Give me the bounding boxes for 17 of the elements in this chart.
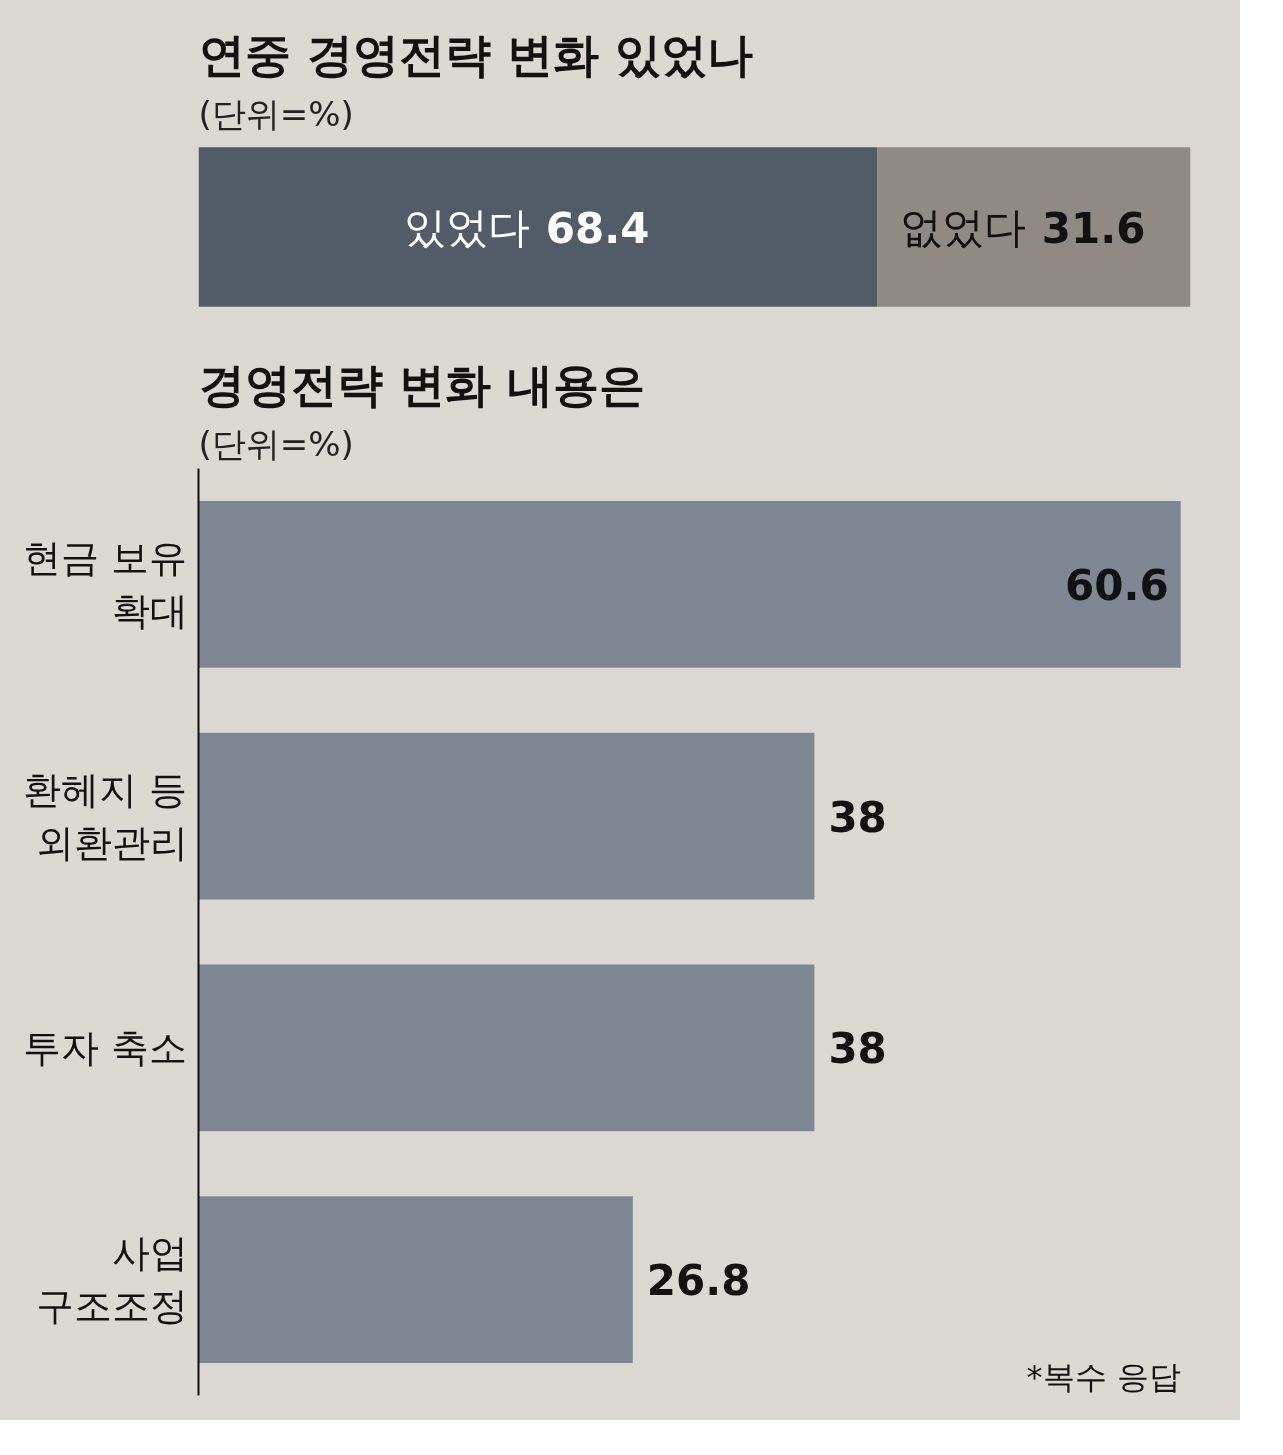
chart-subtitle: (단위=%) xyxy=(198,423,354,464)
chart-title: 경영전략 변화 내용은 xyxy=(198,357,645,412)
data-label: 38 xyxy=(828,792,887,842)
chart-title: 연중 경영전략 변화 있었나 xyxy=(198,27,753,82)
annotation: *복수 응답 xyxy=(1026,1357,1181,1396)
y-tick-label: 사업 구조조정 xyxy=(35,1231,188,1329)
data-label: 26.8 xyxy=(646,1256,751,1306)
series-label: 없었다 xyxy=(899,202,1026,252)
chart-subtitle: (단위=%) xyxy=(198,93,354,134)
y-tick-label: 현금 보유 확대 xyxy=(23,535,188,633)
y-tick-label: 환헤지 등 외환관리 xyxy=(23,767,188,865)
data-label: 60.6 xyxy=(1065,560,1169,610)
series-label: 있었다 xyxy=(403,202,530,252)
data-label: 31.6 xyxy=(1041,203,1146,253)
y-tick-label: 투자 축소 xyxy=(23,1025,188,1070)
data-label: 68.4 xyxy=(545,203,650,253)
data-label: 38 xyxy=(828,1024,887,1074)
